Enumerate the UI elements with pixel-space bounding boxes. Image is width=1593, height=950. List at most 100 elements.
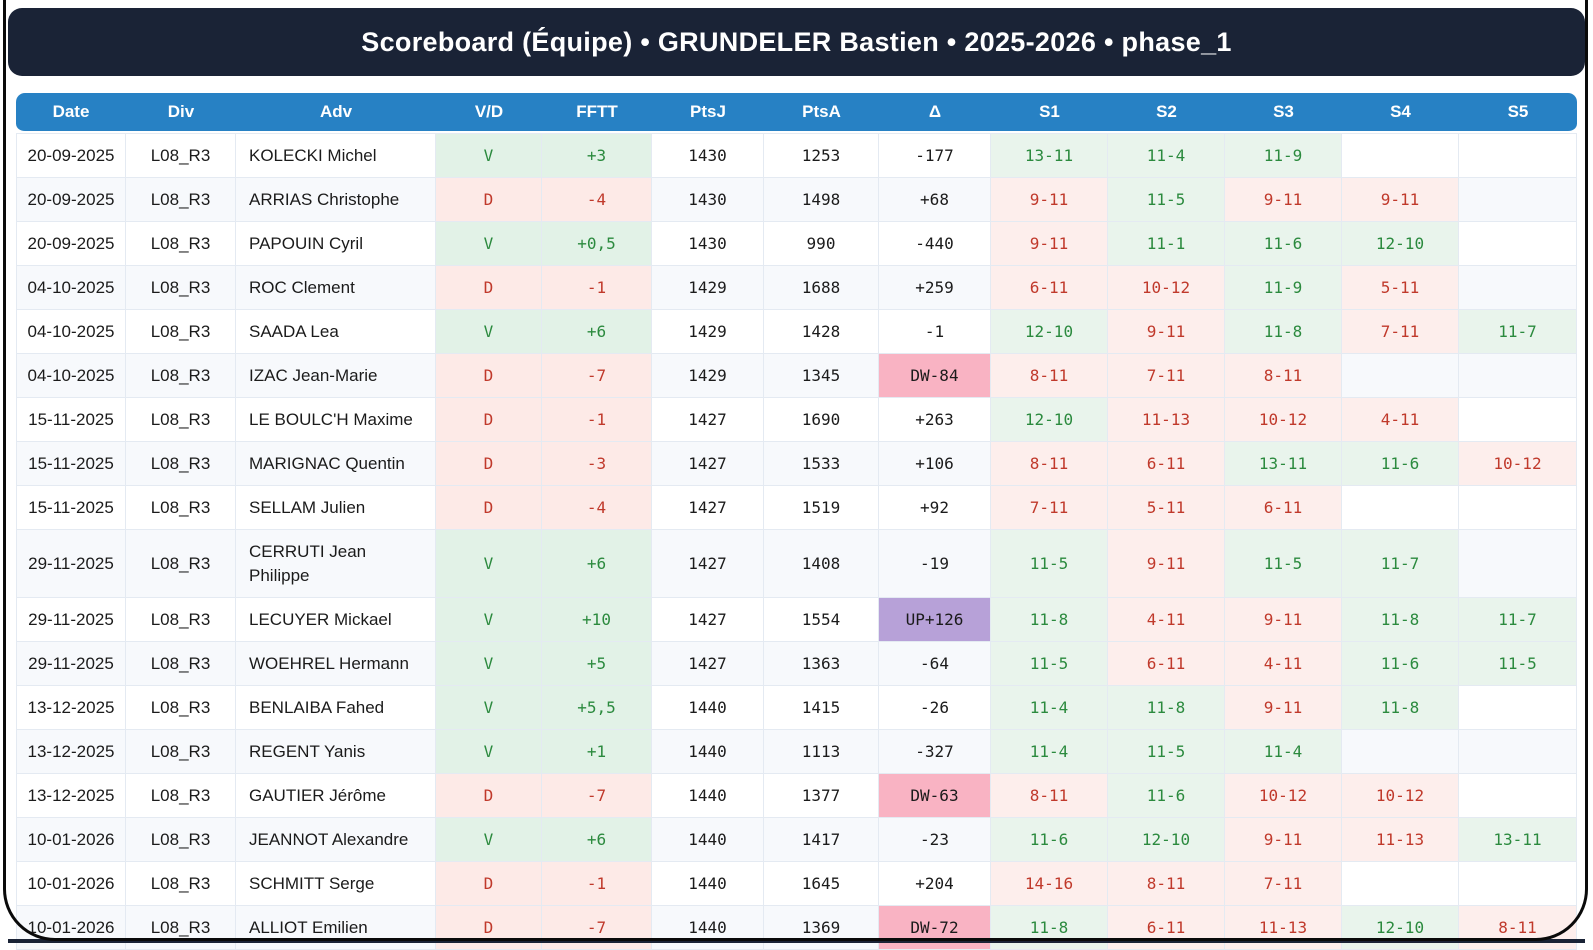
cell-adv: ROC Clement — [236, 266, 436, 310]
cell-div: L08_R3 — [126, 642, 236, 686]
cell-set-1: 6-11 — [991, 266, 1108, 310]
cell-set-2: 5-11 — [1108, 486, 1225, 530]
col-header-div: Div — [126, 93, 236, 133]
cell-set-2: 6-11 — [1108, 442, 1225, 486]
cell-vd: V — [436, 642, 542, 686]
cell-delta: DW-63 — [879, 774, 991, 818]
cell-adv: WOEHREL Hermann — [236, 642, 436, 686]
cell-fftt: -7 — [542, 354, 652, 398]
cell-set-1: 9-11 — [991, 178, 1108, 222]
cell-set-4 — [1342, 862, 1459, 906]
cell-ptsj: 1440 — [652, 774, 764, 818]
cell-ptsa: 1690 — [764, 398, 879, 442]
cell-delta: +68 — [879, 178, 991, 222]
cell-vd: V — [436, 133, 542, 178]
cell-set-5 — [1459, 266, 1577, 310]
cell-set-3: 8-11 — [1225, 354, 1342, 398]
cell-delta: +92 — [879, 486, 991, 530]
cell-ptsj: 1429 — [652, 266, 764, 310]
cell-date: 04-10-2025 — [16, 354, 126, 398]
cell-date: 15-11-2025 — [16, 398, 126, 442]
col-header-s5: S5 — [1459, 93, 1577, 133]
cell-date: 15-11-2025 — [16, 442, 126, 486]
cell-ptsa: 1428 — [764, 310, 879, 354]
cell-delta: +263 — [879, 398, 991, 442]
cell-fftt: +6 — [542, 530, 652, 598]
cell-set-5 — [1459, 686, 1577, 730]
cell-ptsa: 1253 — [764, 133, 879, 178]
cell-delta: -327 — [879, 730, 991, 774]
cell-set-1: 11-5 — [991, 642, 1108, 686]
footer-strip — [8, 939, 1585, 943]
cell-set-2: 12-10 — [1108, 818, 1225, 862]
table-row: 29-11-2025 L08_R3 CERRUTI Jean Philippe V +6… — [16, 530, 1577, 598]
cell-ptsj: 1440 — [652, 818, 764, 862]
cell-set-3: 11-4 — [1225, 730, 1342, 774]
cell-div: L08_R3 — [126, 354, 236, 398]
cell-div: L08_R3 — [126, 133, 236, 178]
col-header-delta: Δ — [879, 93, 991, 133]
cell-vd: V — [436, 686, 542, 730]
cell-ptsa: 1519 — [764, 486, 879, 530]
cell-vd: V — [436, 730, 542, 774]
cell-delta: -23 — [879, 818, 991, 862]
cell-set-3: 11-5 — [1225, 530, 1342, 598]
cell-set-5: 11-7 — [1459, 310, 1577, 354]
table-row: 10-01-2026 L08_R3 SCHMITT Serge D -1 1440 1645… — [16, 862, 1577, 906]
cell-set-4: 9-11 — [1342, 178, 1459, 222]
cell-ptsj: 1440 — [652, 730, 764, 774]
cell-set-2: 11-6 — [1108, 774, 1225, 818]
cell-ptsj: 1440 — [652, 686, 764, 730]
table-row: 29-11-2025 L08_R3 WOEHREL Hermann V +5 1427 13… — [16, 642, 1577, 686]
cell-set-3: 9-11 — [1225, 598, 1342, 642]
cell-vd: V — [436, 222, 542, 266]
cell-set-1: 14-16 — [991, 862, 1108, 906]
cell-ptsa: 1345 — [764, 354, 879, 398]
cell-set-1: 12-10 — [991, 398, 1108, 442]
cell-set-3: 6-11 — [1225, 486, 1342, 530]
cell-delta: -1 — [879, 310, 991, 354]
col-header-ptsj: PtsJ — [652, 93, 764, 133]
col-header-ptsa: PtsA — [764, 93, 879, 133]
cell-vd: V — [436, 530, 542, 598]
cell-ptsj: 1427 — [652, 442, 764, 486]
cell-set-2: 11-8 — [1108, 686, 1225, 730]
cell-date: 04-10-2025 — [16, 310, 126, 354]
table-row: 15-11-2025 L08_R3 SELLAM Julien D -4 1427 1519… — [16, 486, 1577, 530]
cell-set-1: 9-11 — [991, 222, 1108, 266]
cell-set-4: 4-11 — [1342, 398, 1459, 442]
cell-set-2: 6-11 — [1108, 906, 1225, 950]
cell-ptsa: 990 — [764, 222, 879, 266]
cell-date: 29-11-2025 — [16, 642, 126, 686]
cell-fftt: +0,5 — [542, 222, 652, 266]
cell-set-4 — [1342, 133, 1459, 178]
cell-div: L08_R3 — [126, 486, 236, 530]
cell-adv: MARIGNAC Quentin — [236, 442, 436, 486]
cell-set-3: 11-9 — [1225, 133, 1342, 178]
cell-div: L08_R3 — [126, 222, 236, 266]
cell-set-2: 9-11 — [1108, 310, 1225, 354]
cell-delta: +204 — [879, 862, 991, 906]
cell-fftt: +6 — [542, 310, 652, 354]
cell-vd: D — [436, 266, 542, 310]
col-header-s4: S4 — [1342, 93, 1459, 133]
cell-date: 20-09-2025 — [16, 133, 126, 178]
cell-ptsa: 1645 — [764, 862, 879, 906]
table-row: 04-10-2025 L08_R3 ROC Clement D -1 1429 1688 +2… — [16, 266, 1577, 310]
cell-date: 29-11-2025 — [16, 598, 126, 642]
col-header-vd: V/D — [436, 93, 542, 133]
cell-adv: BENLAIBA Fahed — [236, 686, 436, 730]
cell-ptsa: 1377 — [764, 774, 879, 818]
cell-set-4: 11-8 — [1342, 598, 1459, 642]
cell-set-5 — [1459, 486, 1577, 530]
cell-set-1: 8-11 — [991, 354, 1108, 398]
cell-set-5 — [1459, 730, 1577, 774]
cell-ptsj: 1440 — [652, 906, 764, 950]
cell-set-2: 6-11 — [1108, 642, 1225, 686]
cell-delta: UP+126 — [879, 598, 991, 642]
table-row: 15-11-2025 L08_R3 LE BOULC'H Maxime D -1 1427… — [16, 398, 1577, 442]
cell-ptsa: 1369 — [764, 906, 879, 950]
cell-fftt: -7 — [542, 774, 652, 818]
col-header-date: Date — [16, 93, 126, 133]
cell-fftt: -4 — [542, 178, 652, 222]
